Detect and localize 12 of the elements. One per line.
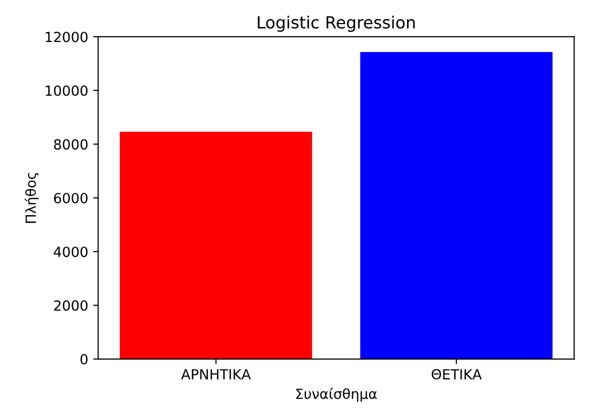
y-tick-label: 10000: [46, 85, 88, 96]
x-axis-title: Συναίσθημα: [296, 388, 377, 402]
x-tick-label: ΑΡΝΗΤΙΚΑ: [181, 369, 251, 380]
y-tick-label: 12000: [46, 32, 88, 42]
y-tick-label: 6000: [54, 192, 88, 204]
y-axis-title: Πλήθος: [24, 172, 39, 223]
y-tick-label: 4000: [54, 246, 88, 258]
y-tick-label: 8000: [54, 139, 88, 150]
x-tick-label: ΘΕΤΙΚΑ: [432, 369, 482, 380]
y-tick-label: 2000: [54, 300, 88, 311]
y-tick-label: 0: [80, 354, 88, 365]
chart-title: Logistic Regression: [258, 16, 415, 32]
